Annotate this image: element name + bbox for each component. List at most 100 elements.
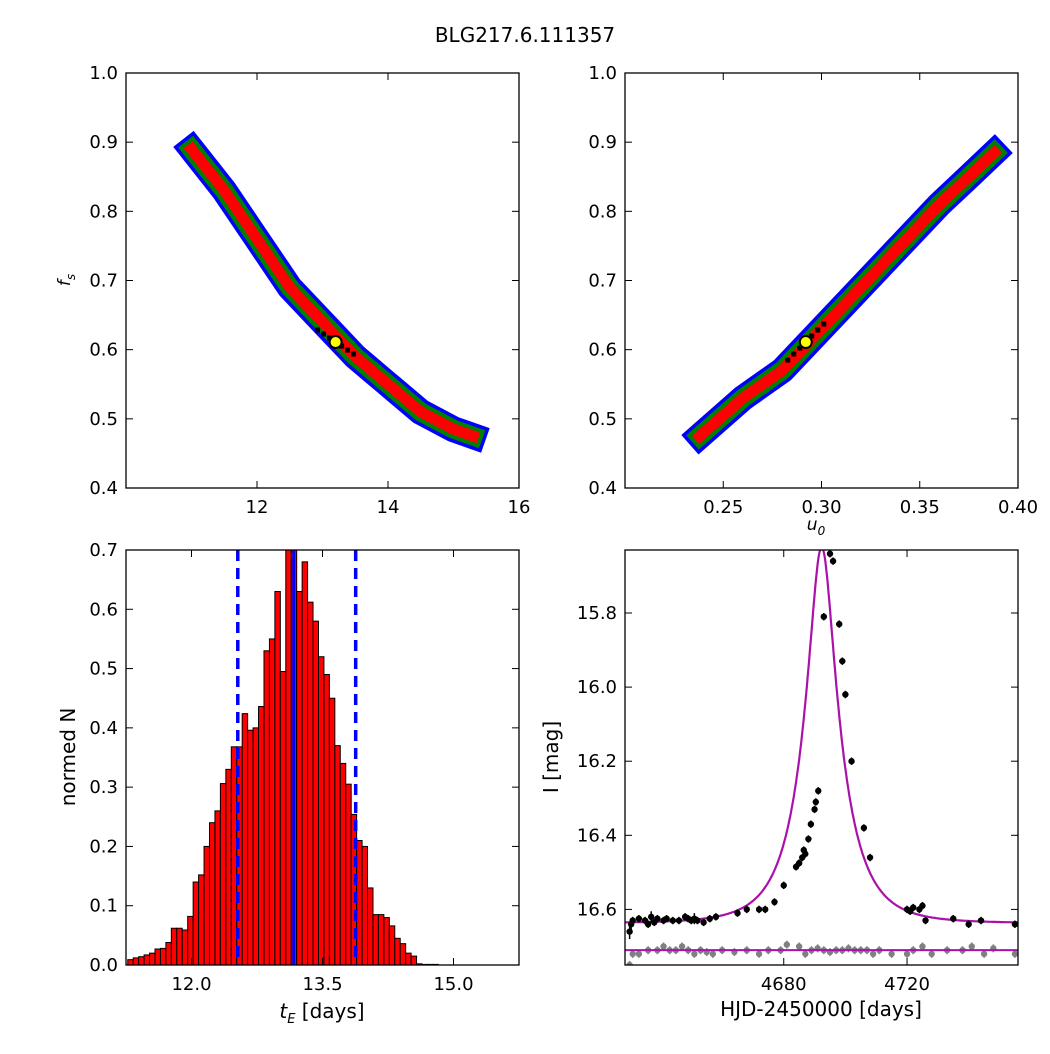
y-tick-label: 0.7 <box>89 271 118 292</box>
residual-point <box>928 950 935 958</box>
x-axis-label-t: t <box>279 999 288 1023</box>
residual-point <box>629 950 636 958</box>
data-point <box>648 913 655 921</box>
x-axis-label-units: [days] <box>295 999 364 1023</box>
histogram-bar <box>143 954 151 966</box>
y-axis-label-f: f <box>55 277 75 286</box>
histogram-bar <box>268 638 276 966</box>
y-tick-label: 0.5 <box>588 409 617 430</box>
residual-point <box>660 943 667 950</box>
best-chi2-cell <box>321 331 327 337</box>
data-point <box>919 902 926 909</box>
histogram-bar <box>388 925 396 966</box>
best-chi2-cell <box>797 345 803 351</box>
x-tick-label: 0.30 <box>801 497 841 518</box>
panel-fs-vs-tE: 12 14 16 0.4 0.5 0.6 0.7 0.8 0.9 1.0 fs <box>55 63 530 518</box>
y-tick-label: 0.4 <box>588 478 617 499</box>
histogram-bar <box>170 927 178 966</box>
histogram-bar <box>279 671 287 966</box>
histogram-bar <box>345 783 352 966</box>
data-point <box>811 806 818 813</box>
residual-point <box>980 950 988 958</box>
data-point <box>860 824 868 832</box>
histogram-bar <box>258 706 265 966</box>
histogram-bar <box>241 713 249 966</box>
residual-point <box>802 950 809 958</box>
histogram-bar <box>225 768 232 966</box>
x-axis-label: tE [days] <box>279 999 364 1027</box>
residual-point <box>709 950 717 958</box>
histogram-bar <box>410 955 418 966</box>
histogram-bar <box>377 914 385 966</box>
residual-point <box>691 950 698 958</box>
data-point <box>644 921 652 928</box>
y-tick-label: 0.8 <box>588 201 617 222</box>
x-tick-label: 4680 <box>761 974 807 995</box>
residual-point <box>755 950 763 958</box>
y-tick-label: 0.4 <box>89 718 118 739</box>
histogram-bar <box>339 762 347 966</box>
y-tick-label: 0.6 <box>89 599 118 620</box>
data-point <box>654 915 661 922</box>
histogram-bar <box>296 591 303 966</box>
histogram-bar <box>350 813 358 966</box>
data-point <box>795 859 803 867</box>
data-point <box>743 906 750 913</box>
histogram-bar <box>301 561 309 966</box>
data-point <box>800 846 807 854</box>
histogram-bar <box>367 887 374 966</box>
y-tick-label: 16.2 <box>577 751 617 772</box>
data-point <box>626 928 633 935</box>
y-axis-label: I [mag] <box>539 721 563 793</box>
histogram-bar <box>252 727 260 966</box>
best-fit-marker <box>798 335 813 350</box>
x-tick-label: 4720 <box>884 974 930 995</box>
y-tick-label: 16.0 <box>577 677 617 698</box>
x-tick-label: 13.5 <box>302 974 342 995</box>
x-tick-label: 0.25 <box>703 497 743 518</box>
figure-title: BLG217.6.111357 <box>435 23 615 47</box>
histogram-bar <box>198 874 205 966</box>
histogram-bar <box>132 957 140 966</box>
y-tick-label: 0.1 <box>89 896 118 917</box>
data-point <box>635 915 643 922</box>
best-chi2-cell <box>327 335 333 341</box>
histogram-bar <box>192 881 200 966</box>
data-point <box>1011 921 1018 928</box>
axes-frame <box>624 549 1019 966</box>
y-tick-label: 0.5 <box>89 659 118 680</box>
best-chi2-cell <box>785 357 791 363</box>
y-tick-label: 15.8 <box>577 603 617 624</box>
data-point <box>675 917 683 924</box>
panel-tE-histogram: 12.0 13.5 15.0 0.0 0.1 0.2 0.3 0.4 0.5 0.6 0.7 nor… <box>56 540 520 1027</box>
y-tick-label: 0.6 <box>588 340 617 361</box>
data-point <box>977 917 985 924</box>
residual-point <box>783 941 791 948</box>
histogram-bar <box>394 937 401 966</box>
y-tick-label: 0.8 <box>89 201 118 222</box>
data-point <box>950 915 957 922</box>
data-point <box>842 691 849 698</box>
histogram-bar <box>334 745 341 966</box>
histogram-bar <box>230 746 238 966</box>
histogram-bar <box>214 810 221 966</box>
residual-point <box>795 943 803 950</box>
data-point <box>771 898 778 906</box>
histogram-bar <box>383 917 390 966</box>
histogram-bar <box>149 952 156 966</box>
confidence-region-1sigma <box>691 144 1003 444</box>
histogram-bar <box>399 943 407 966</box>
residual-point <box>635 950 643 958</box>
data-point <box>712 913 720 921</box>
histogram-bar <box>285 549 292 966</box>
histogram-bar <box>372 914 379 966</box>
y-tick-label: 0.9 <box>89 132 118 153</box>
histogram-bar <box>181 929 189 966</box>
x-tick-label: 0.35 <box>900 497 940 518</box>
y-tick-label: 0.7 <box>89 540 118 561</box>
histogram-bar <box>219 783 227 966</box>
data-point <box>910 904 917 911</box>
residual-point <box>869 950 877 958</box>
